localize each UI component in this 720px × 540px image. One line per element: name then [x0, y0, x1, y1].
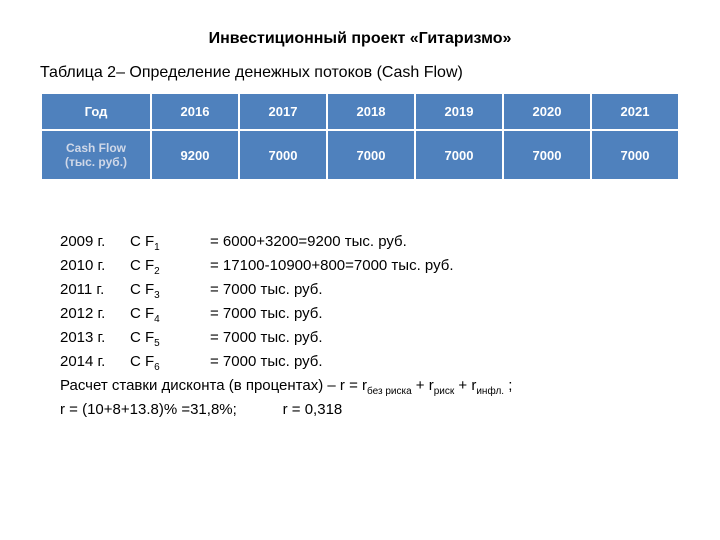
calc-year: 2012 г.: [60, 303, 130, 327]
calculations-block: 2009 г. C F1 = 6000+3200=9200 тыс. руб. …: [60, 231, 680, 422]
calc-value: = 7000 тыс. руб.: [210, 327, 680, 351]
cashflow-table: Год 2016 2017 2018 2019 2020 2021 Cash F…: [40, 92, 680, 181]
table-data-row: Cash Flow (тыс. руб.) 9200 7000 7000 700…: [41, 130, 679, 180]
calc-cf-label: C F3: [130, 279, 210, 303]
calc-row: 2012 г. C F4 = 7000 тыс. руб.: [60, 303, 680, 327]
discount-formula: Расчет ставки дисконта (в процентах) – r…: [60, 375, 680, 399]
discount-result: r = (10+8+13.8)% =31,8%; r = 0,318: [60, 399, 680, 422]
calc-cf-label: C F2: [130, 255, 210, 279]
calc-year: 2010 г.: [60, 255, 130, 279]
calc-value: = 7000 тыс. руб.: [210, 279, 680, 303]
header-year: 2020: [503, 93, 591, 130]
row-label: Cash Flow (тыс. руб.): [41, 130, 151, 180]
page-title: Инвестиционный проект «Гитаризмо»: [40, 30, 680, 48]
calc-cf-label: C F5: [130, 327, 210, 351]
header-year-label: Год: [41, 93, 151, 130]
calc-row: 2009 г. C F1 = 6000+3200=9200 тыс. руб.: [60, 231, 680, 255]
calc-cf-label: C F4: [130, 303, 210, 327]
cashflow-value: 9200: [151, 130, 239, 180]
calc-row: 2011 г. C F3 = 7000 тыс. руб.: [60, 279, 680, 303]
calc-year: 2009 г.: [60, 231, 130, 255]
table-header-row: Год 2016 2017 2018 2019 2020 2021: [41, 93, 679, 130]
calc-value: = 7000 тыс. руб.: [210, 351, 680, 375]
calc-row: 2010 г. C F2 = 17100-10900+800=7000 тыс.…: [60, 255, 680, 279]
cashflow-value: 7000: [327, 130, 415, 180]
calc-year: 2011 г.: [60, 279, 130, 303]
calc-value: = 17100-10900+800=7000 тыс. руб.: [210, 255, 680, 279]
cashflow-value: 7000: [503, 130, 591, 180]
table-caption: Таблица 2– Определение денежных потоков …: [40, 64, 680, 82]
calc-year: 2014 г.: [60, 351, 130, 375]
cashflow-value: 7000: [239, 130, 327, 180]
header-year: 2018: [327, 93, 415, 130]
cashflow-value: 7000: [591, 130, 679, 180]
calc-value: = 6000+3200=9200 тыс. руб.: [210, 231, 680, 255]
header-year: 2021: [591, 93, 679, 130]
cashflow-value: 7000: [415, 130, 503, 180]
header-year: 2017: [239, 93, 327, 130]
header-year: 2019: [415, 93, 503, 130]
calc-row: 2014 г. C F6 = 7000 тыс. руб.: [60, 351, 680, 375]
calc-cf-label: C F1: [130, 231, 210, 255]
calc-row: 2013 г. C F5 = 7000 тыс. руб.: [60, 327, 680, 351]
header-year: 2016: [151, 93, 239, 130]
calc-year: 2013 г.: [60, 327, 130, 351]
calc-cf-label: C F6: [130, 351, 210, 375]
calc-value: = 7000 тыс. руб.: [210, 303, 680, 327]
